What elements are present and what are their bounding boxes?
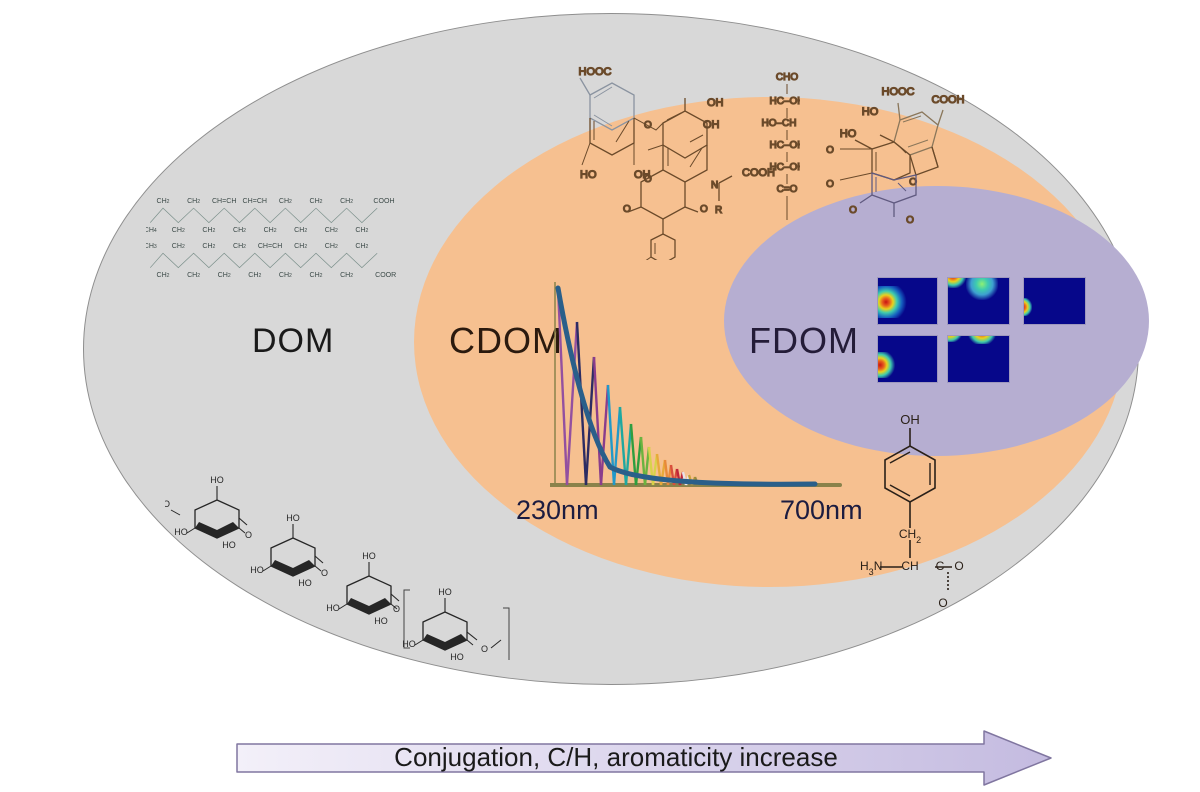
svg-text:HO: HO [840, 128, 857, 140]
svg-text:CH2: CH2 [172, 227, 185, 234]
svg-text:CH2: CH2 [156, 198, 169, 205]
svg-text:H3N: H3N [860, 559, 882, 577]
svg-text:HO: HO [580, 169, 597, 181]
svg-text:CH2: CH2 [279, 198, 292, 205]
svg-text:CH2: CH2 [172, 243, 185, 250]
svg-text:CH2: CH2 [264, 227, 277, 234]
svg-text:CH2: CH2 [187, 272, 200, 279]
svg-text:O: O [826, 179, 834, 190]
svg-text:O: O [393, 604, 400, 614]
svg-text:O: O [321, 568, 328, 578]
svg-text:COOH: COOH [373, 198, 394, 205]
svg-text:CH3: CH3 [146, 243, 157, 250]
svg-text:CH2: CH2 [325, 243, 338, 250]
svg-text:O: O [849, 205, 857, 216]
svg-text:CH2: CH2 [355, 227, 368, 234]
svg-text:O: O [623, 204, 631, 215]
svg-text:COOH: COOH [932, 94, 965, 106]
svg-text:CH2: CH2 [202, 243, 215, 250]
svg-text:HO: HO [862, 106, 879, 118]
svg-text:CHO: CHO [776, 72, 798, 83]
svg-text:CH2: CH2 [294, 227, 307, 234]
svg-text:O: O [938, 596, 947, 610]
svg-text:Conjugation, C/H, aromaticity: Conjugation, C/H, aromaticity increase [394, 742, 838, 772]
svg-text:COOR: COOR [375, 272, 396, 279]
svg-text:CH2: CH2 [279, 272, 292, 279]
svg-text:CH=CH: CH=CH [212, 198, 236, 205]
svg-text:CH2: CH2 [340, 272, 353, 279]
svg-text:CH2: CH2 [355, 243, 368, 250]
svg-text:R: R [715, 205, 722, 216]
svg-text:O: O [165, 499, 170, 509]
svg-text:CH2: CH2 [218, 272, 231, 279]
svg-text:CH2: CH2 [233, 227, 246, 234]
svg-text:CH4: CH4 [146, 227, 157, 234]
svg-text:CH2: CH2 [233, 243, 246, 250]
svg-text:CH2: CH2 [156, 272, 169, 279]
svg-text:O: O [954, 559, 963, 573]
svg-text:O: O [906, 215, 914, 226]
svg-text:HOOC: HOOC [579, 66, 612, 78]
svg-text:CH2: CH2 [248, 272, 261, 279]
svg-text:CH=CH: CH=CH [258, 243, 282, 250]
svg-text:CH: CH [901, 559, 918, 573]
svg-text:C: C [936, 559, 945, 573]
svg-text:OH: OH [703, 119, 720, 131]
svg-text:O: O [700, 204, 708, 215]
svg-text:O: O [245, 530, 252, 540]
svg-text:O: O [644, 120, 652, 131]
svg-text:CH2: CH2 [294, 243, 307, 250]
svg-text:CH2: CH2 [309, 198, 322, 205]
svg-text:CH2: CH2 [202, 227, 215, 234]
svg-text:CH=CH: CH=CH [243, 198, 267, 205]
svg-text:CH2: CH2 [340, 198, 353, 205]
svg-text:CH2: CH2 [325, 227, 338, 234]
svg-text:CH2: CH2 [309, 272, 322, 279]
svg-text:HOOC: HOOC [882, 86, 915, 98]
svg-text:O: O [481, 644, 488, 654]
svg-text:CH2: CH2 [187, 198, 200, 205]
svg-text:N: N [711, 180, 718, 191]
svg-text:OH: OH [707, 97, 724, 109]
svg-text:OH: OH [900, 412, 920, 427]
svg-text:O: O [826, 145, 834, 156]
